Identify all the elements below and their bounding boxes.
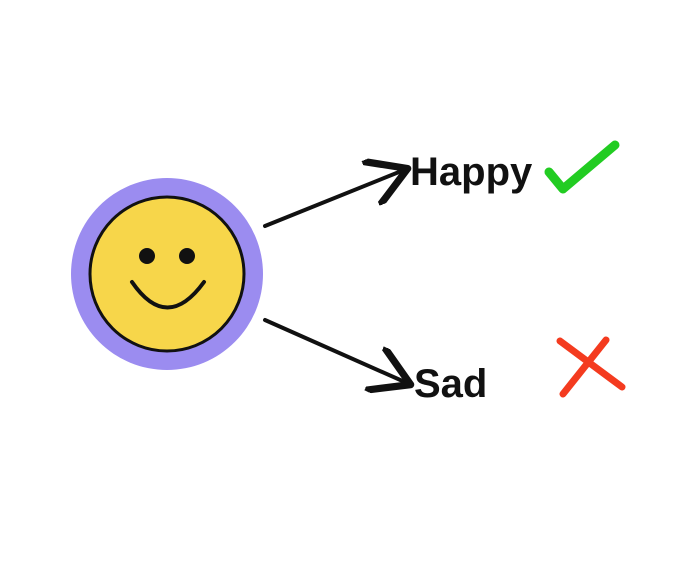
right-eye [179, 248, 195, 264]
arrow-to-sad [263, 318, 407, 383]
check-icon [544, 140, 620, 194]
arrow-to-happy [263, 170, 404, 228]
left-eye [139, 248, 155, 264]
smiley-face-icon [71, 178, 263, 370]
sad-label: Sad [414, 362, 488, 406]
smile-mouth [130, 280, 206, 310]
happy-label: Happy [410, 150, 533, 194]
face-fill [88, 195, 246, 353]
cross-icon [556, 336, 626, 398]
